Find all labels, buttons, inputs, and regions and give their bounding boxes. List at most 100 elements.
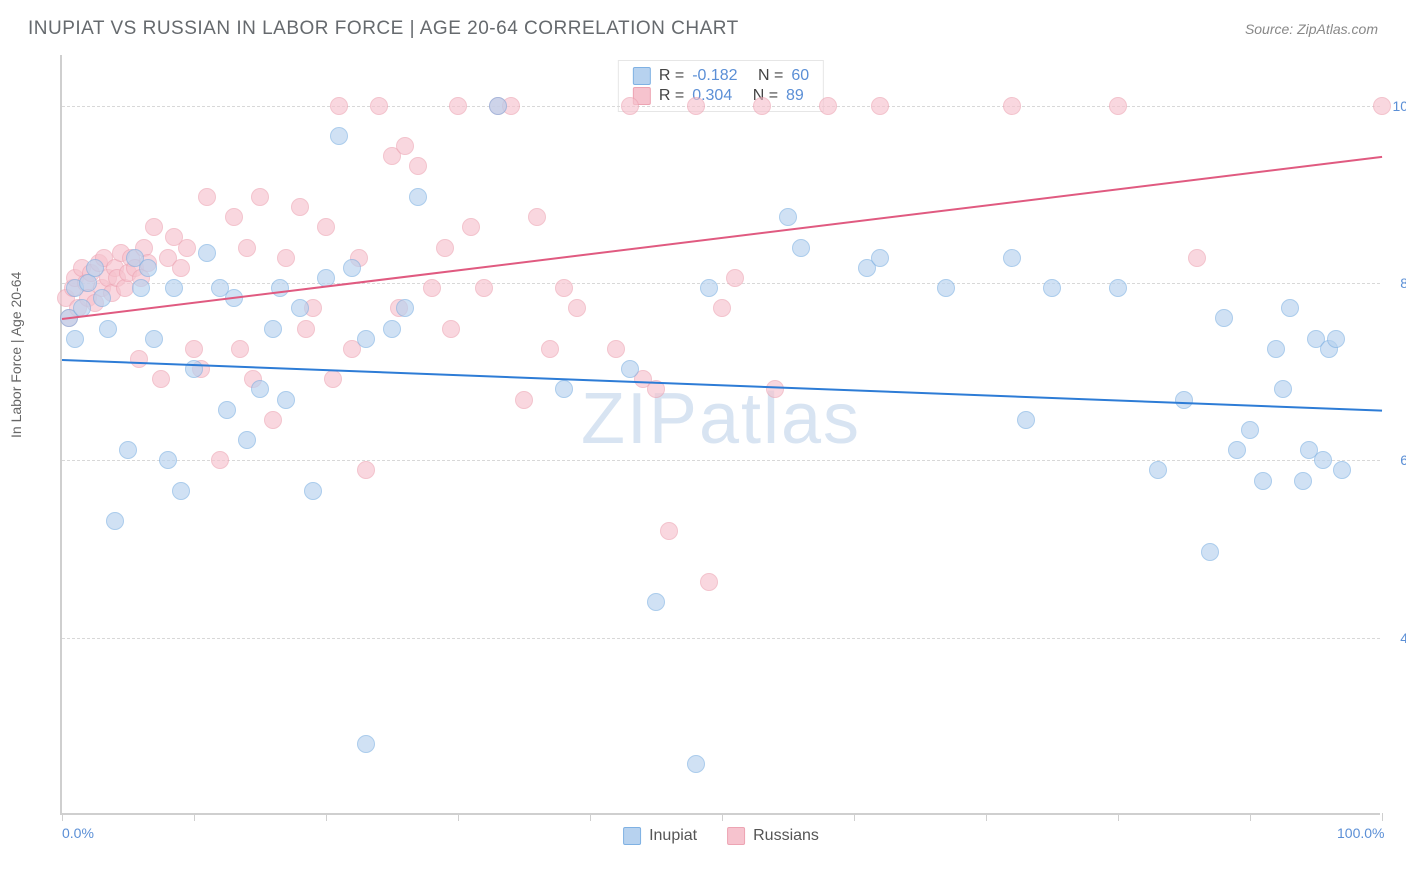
x-tick xyxy=(1250,813,1251,821)
data-point xyxy=(93,289,111,307)
x-tick xyxy=(62,813,63,821)
x-tick xyxy=(326,813,327,821)
legend-label: Inupiat xyxy=(649,827,697,845)
data-point xyxy=(172,259,190,277)
data-point xyxy=(152,370,170,388)
data-point xyxy=(1003,97,1021,115)
data-point xyxy=(1003,249,1021,267)
data-point xyxy=(541,340,559,358)
data-point xyxy=(119,441,137,459)
data-point xyxy=(178,239,196,257)
trend-line xyxy=(62,156,1382,320)
legend-row: R = -0.182 N = 60 xyxy=(633,67,809,85)
x-tick xyxy=(194,813,195,821)
data-point xyxy=(621,360,639,378)
data-point xyxy=(871,249,889,267)
chart-plot-area: ZIPatlas R = -0.182 N = 60 R = 0.304 N =… xyxy=(60,55,1380,815)
data-point xyxy=(1294,472,1312,490)
data-point xyxy=(1149,461,1167,479)
data-point xyxy=(86,259,104,277)
data-point xyxy=(396,137,414,155)
data-point xyxy=(130,350,148,368)
data-point xyxy=(568,299,586,317)
data-point xyxy=(396,299,414,317)
data-point xyxy=(185,340,203,358)
data-point xyxy=(1373,97,1391,115)
legend-item: Russians xyxy=(727,827,819,845)
data-point xyxy=(766,380,784,398)
data-point xyxy=(1188,249,1206,267)
data-point xyxy=(489,97,507,115)
legend-item: Inupiat xyxy=(623,827,697,845)
data-point xyxy=(442,320,460,338)
data-point xyxy=(1314,451,1332,469)
data-point xyxy=(324,370,342,388)
x-tick-label: 100.0% xyxy=(1337,825,1384,841)
watermark: ZIPatlas xyxy=(581,378,861,460)
data-point xyxy=(462,218,480,236)
data-point xyxy=(330,127,348,145)
chart-title: INUPIAT VS RUSSIAN IN LABOR FORCE | AGE … xyxy=(28,18,739,40)
data-point xyxy=(779,208,797,226)
data-point xyxy=(99,320,117,338)
data-point xyxy=(185,360,203,378)
data-point xyxy=(753,97,771,115)
data-point xyxy=(357,330,375,348)
data-point xyxy=(231,340,249,358)
x-tick xyxy=(458,813,459,821)
data-point xyxy=(687,755,705,773)
data-point xyxy=(1228,441,1246,459)
data-point xyxy=(251,380,269,398)
data-point xyxy=(159,451,177,469)
data-point xyxy=(145,218,163,236)
data-point xyxy=(277,249,295,267)
y-tick-label: 82.5% xyxy=(1385,275,1406,291)
x-tick xyxy=(590,813,591,821)
x-tick xyxy=(1382,813,1383,821)
data-point xyxy=(198,188,216,206)
data-point xyxy=(1215,309,1233,327)
data-point xyxy=(555,279,573,297)
data-point xyxy=(357,735,375,753)
legend-row: R = 0.304 N = 89 xyxy=(633,87,809,105)
x-tick xyxy=(1118,813,1119,821)
data-point xyxy=(515,391,533,409)
x-tick xyxy=(722,813,723,821)
data-point xyxy=(66,330,84,348)
data-point xyxy=(700,279,718,297)
x-tick-label: 0.0% xyxy=(62,825,94,841)
data-point xyxy=(1109,97,1127,115)
data-point xyxy=(106,512,124,530)
data-point xyxy=(436,239,454,257)
data-point xyxy=(409,157,427,175)
x-tick xyxy=(854,813,855,821)
data-point xyxy=(291,299,309,317)
data-point xyxy=(225,208,243,226)
data-point xyxy=(271,279,289,297)
data-point xyxy=(1043,279,1061,297)
data-point xyxy=(1281,299,1299,317)
y-tick-label: 65.0% xyxy=(1385,452,1406,468)
y-axis-label: In Labor Force | Age 20-64 xyxy=(8,272,24,438)
data-point xyxy=(264,320,282,338)
data-point xyxy=(370,97,388,115)
data-point xyxy=(1327,330,1345,348)
data-point xyxy=(264,411,282,429)
data-point xyxy=(1333,461,1351,479)
data-point xyxy=(937,279,955,297)
gridline-h xyxy=(62,283,1380,284)
data-point xyxy=(1175,391,1193,409)
data-point xyxy=(145,330,163,348)
data-point xyxy=(1017,411,1035,429)
legend-label: Russians xyxy=(753,827,819,845)
data-point xyxy=(700,573,718,591)
data-point xyxy=(1241,421,1259,439)
data-point xyxy=(343,259,361,277)
gridline-h xyxy=(62,106,1380,107)
data-point xyxy=(1201,543,1219,561)
data-point xyxy=(139,259,157,277)
data-point xyxy=(218,401,236,419)
legend-swatch xyxy=(727,827,745,845)
data-point xyxy=(1274,380,1292,398)
data-point xyxy=(792,239,810,257)
